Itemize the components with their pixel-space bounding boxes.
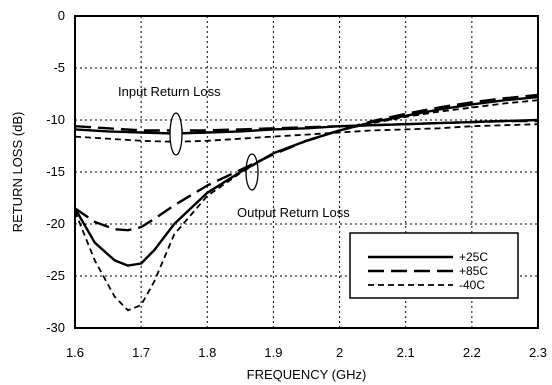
y-tick-label: 0 bbox=[58, 8, 65, 23]
x-tick-label: 1.6 bbox=[66, 345, 84, 360]
annotation-output-return-loss: Output Return Loss bbox=[237, 205, 350, 220]
annotation-input-return-loss: Input Return Loss bbox=[118, 84, 221, 99]
y-axis-title: RETURN LOSS (dB) bbox=[10, 112, 25, 233]
y-tick-label: -20 bbox=[46, 216, 65, 231]
x-axis-title: FREQUENCY (GHz) bbox=[247, 367, 367, 382]
x-tick-label: 2.1 bbox=[397, 345, 415, 360]
legend: +25C+85C-40C bbox=[349, 232, 519, 299]
x-tick-label: 1.7 bbox=[132, 345, 150, 360]
y-tick-label: -30 bbox=[46, 320, 65, 335]
legend-box bbox=[349, 232, 519, 299]
x-tick-label: 2.3 bbox=[529, 345, 547, 360]
x-tick-label: 2 bbox=[336, 345, 343, 360]
series-line-40c-input bbox=[74, 123, 539, 143]
legend-label: +25C bbox=[459, 250, 488, 264]
legend-label: -40C bbox=[459, 278, 485, 292]
series-line-85c-input bbox=[74, 119, 538, 132]
legend-label: +85C bbox=[459, 264, 488, 278]
input-curves-marker bbox=[169, 112, 183, 156]
y-tick-label: -15 bbox=[46, 164, 65, 179]
x-tick-label: 2.2 bbox=[463, 345, 481, 360]
y-tick-label: -5 bbox=[53, 60, 65, 75]
plot-frame bbox=[74, 15, 539, 329]
y-tick-label: -10 bbox=[46, 112, 65, 127]
annotations: Input Return Loss Output Return Loss bbox=[118, 84, 350, 220]
output-curves-marker bbox=[245, 153, 259, 191]
y-tick-label: -25 bbox=[46, 268, 65, 283]
series-line-85c-output bbox=[74, 93, 539, 232]
x-tick-label: 1.9 bbox=[264, 345, 282, 360]
x-tick-label: 1.8 bbox=[198, 345, 216, 360]
tick-labels: 1.6 1.7 1.8 1.9 2 2.1 2.2 2.3 0 -5 -10 -15 -20 -25 -30 bbox=[46, 8, 547, 360]
grid bbox=[75, 16, 538, 328]
